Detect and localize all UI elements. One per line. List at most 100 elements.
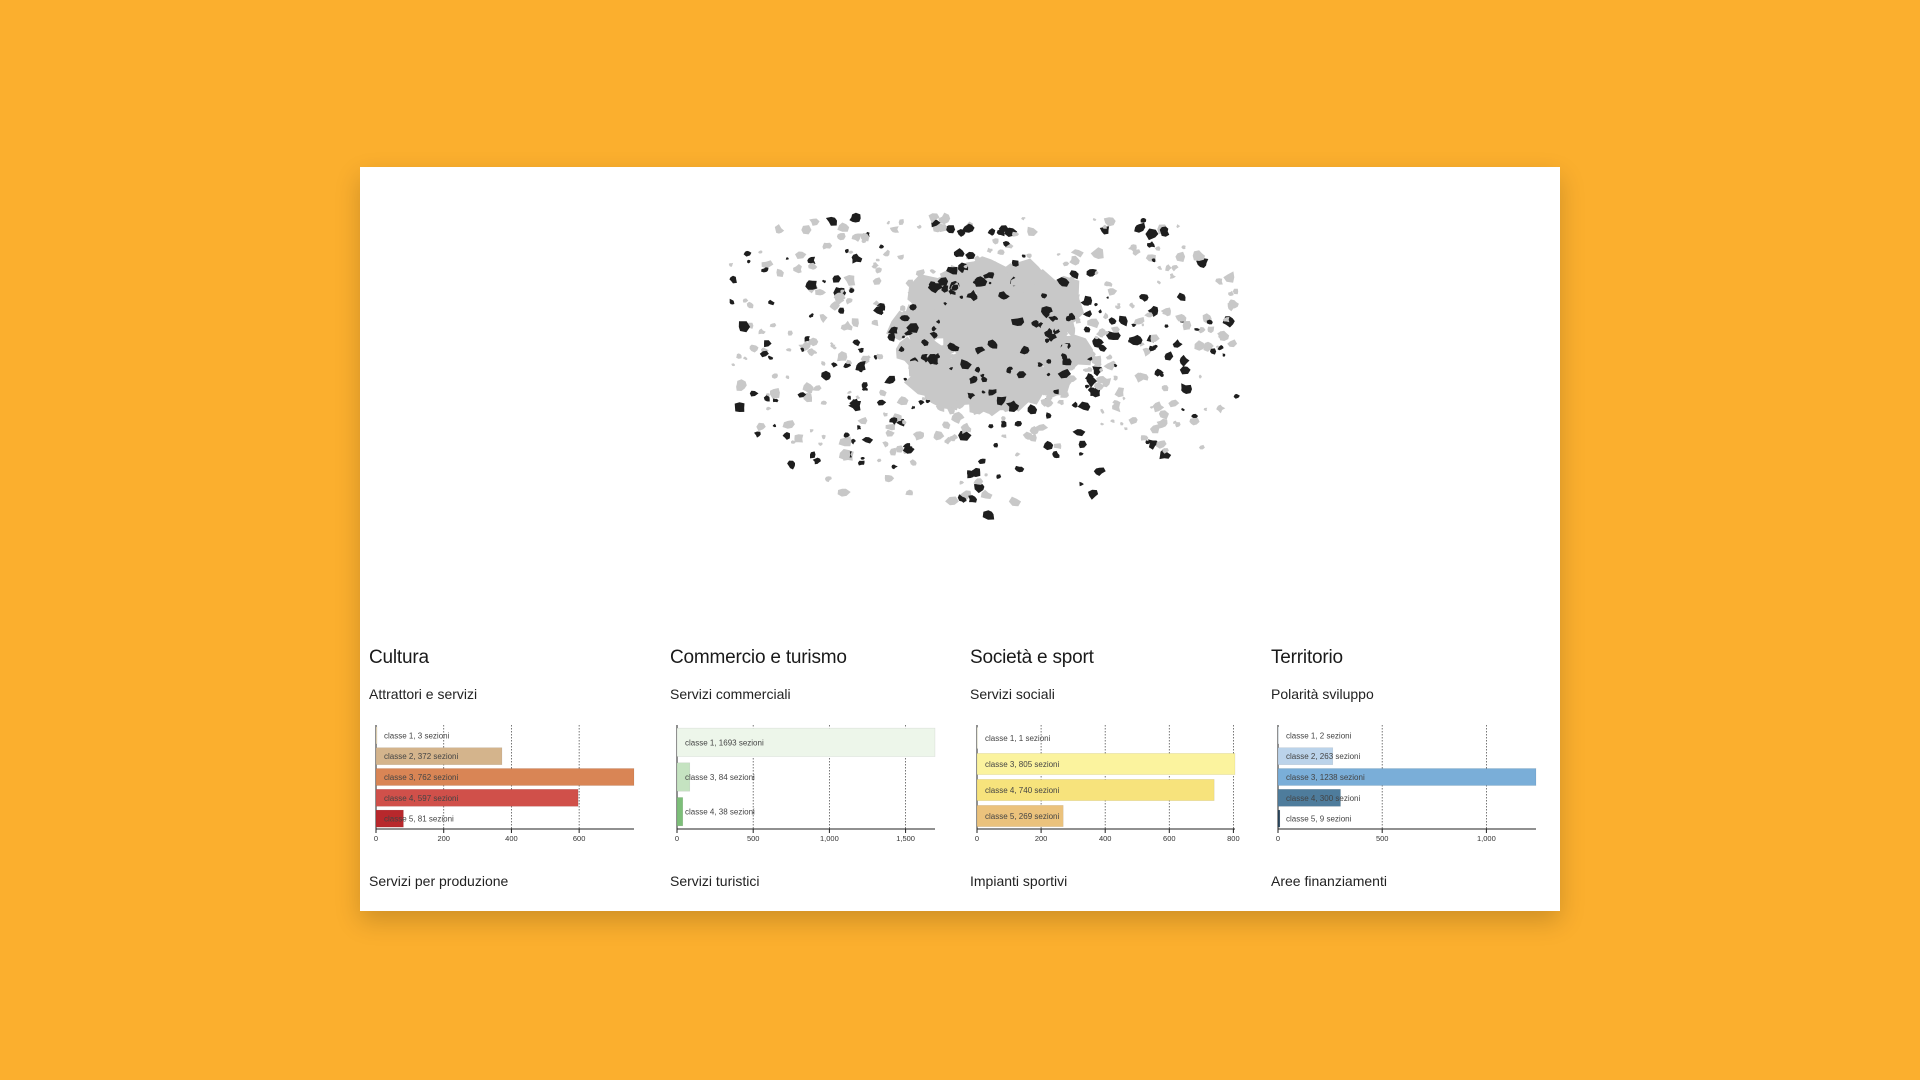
map-area bbox=[967, 392, 976, 400]
map-area bbox=[879, 244, 885, 249]
map-area bbox=[1140, 218, 1147, 223]
bar-classe-4[interactable] bbox=[375, 789, 579, 807]
map-area bbox=[1134, 222, 1146, 233]
map-area bbox=[1026, 253, 1032, 259]
bar-classe-4[interactable] bbox=[1277, 789, 1341, 807]
x-tick-label: 500 bbox=[747, 834, 760, 843]
map-area bbox=[976, 290, 986, 298]
bar-label: classe 3, 1238 sezioni bbox=[1286, 773, 1365, 782]
x-tick-label: 1,000 bbox=[820, 834, 839, 843]
map-area bbox=[1082, 310, 1092, 318]
bar-classe-5[interactable] bbox=[375, 809, 404, 828]
map-area bbox=[1155, 440, 1167, 449]
map-area bbox=[797, 392, 807, 398]
bar-classe-1[interactable] bbox=[676, 727, 936, 757]
map-area bbox=[1078, 452, 1084, 456]
bar-classe-2[interactable] bbox=[375, 747, 503, 765]
map-area bbox=[889, 226, 899, 233]
tab-servizi-sociali[interactable]: Servizi sociali bbox=[970, 686, 1055, 702]
map-area bbox=[791, 440, 796, 444]
bar-classe-1[interactable] bbox=[1277, 726, 1280, 745]
map-area bbox=[829, 301, 840, 311]
tab-servizi-commerciali[interactable]: Servizi commerciali bbox=[670, 686, 791, 702]
bar-classe-3[interactable] bbox=[375, 768, 635, 786]
map-area bbox=[1037, 322, 1044, 329]
map-area bbox=[764, 340, 772, 348]
bar-classe-5[interactable] bbox=[1277, 809, 1281, 828]
tab-servizi-turistici[interactable]: Servizi turistici bbox=[670, 873, 760, 889]
map-area bbox=[1068, 375, 1077, 383]
map-area bbox=[980, 373, 985, 378]
bar-classe-3[interactable] bbox=[1277, 768, 1537, 786]
x-tick-label: 800 bbox=[1227, 834, 1240, 843]
map-area bbox=[988, 281, 992, 285]
map-area bbox=[770, 388, 780, 399]
bar-classe-2[interactable] bbox=[1277, 747, 1334, 765]
tab-polarita-sviluppo[interactable]: Polarità sviluppo bbox=[1271, 686, 1374, 702]
map-area bbox=[849, 212, 861, 223]
map-area bbox=[1158, 410, 1169, 420]
map-area bbox=[825, 476, 832, 483]
map-area bbox=[1003, 386, 1014, 395]
tab-impianti-sportivi[interactable]: Impianti sportivi bbox=[970, 873, 1068, 889]
map-area bbox=[999, 372, 1011, 384]
map-area bbox=[821, 370, 831, 381]
map-area bbox=[915, 269, 925, 277]
map-area bbox=[1103, 361, 1115, 371]
map-area bbox=[936, 319, 940, 324]
map-area bbox=[996, 396, 1007, 406]
map-area bbox=[761, 267, 769, 273]
map-area bbox=[848, 250, 854, 254]
map-area bbox=[1154, 246, 1161, 251]
map-area bbox=[988, 354, 1001, 367]
map-area bbox=[820, 400, 827, 405]
map-area bbox=[838, 436, 852, 447]
bar-classe-4[interactable] bbox=[976, 779, 1215, 801]
x-tick-label: 1,000 bbox=[1477, 834, 1496, 843]
bar-classe-4[interactable] bbox=[676, 797, 684, 827]
map-area bbox=[832, 275, 842, 283]
map-area bbox=[1132, 249, 1141, 256]
map-area bbox=[938, 212, 951, 225]
map-area bbox=[984, 328, 1020, 366]
bar-chart-territorio[interactable]: 0 500 1,000 classe 1, 2 sezioni classe 2, 26… bbox=[1271, 717, 1541, 867]
bar-chart-cultura[interactable]: 0 200 400 600 classe 1, 3 sezioni classe 2, 3… bbox=[369, 717, 639, 867]
map-area bbox=[808, 262, 818, 270]
tab-aree-finanziamenti[interactable]: Aree finanziamenti bbox=[1271, 873, 1387, 889]
map-area bbox=[1062, 358, 1072, 366]
bar-chart-societa[interactable]: 0 200 400 600 800 classe 1, 1 sezioni classe 3… bbox=[970, 717, 1240, 867]
x-tick-label: 600 bbox=[573, 834, 586, 843]
map-area bbox=[1169, 273, 1176, 279]
map-area bbox=[911, 309, 922, 317]
map-area bbox=[969, 402, 980, 411]
tab-attrattori-e-servizi[interactable]: Attrattori e servizi bbox=[369, 686, 478, 702]
map-area bbox=[1118, 315, 1128, 327]
region-map[interactable] bbox=[660, 187, 1260, 607]
map-area bbox=[837, 222, 850, 232]
map-area bbox=[1069, 270, 1079, 280]
map-area bbox=[1060, 353, 1068, 360]
bar-classe-3[interactable] bbox=[976, 753, 1236, 775]
bar-classe-5[interactable] bbox=[976, 805, 1064, 827]
map-area bbox=[1147, 305, 1159, 317]
bar-chart-commercio[interactable]: 0 500 1,000 1,500 classe 1, 1693 sezioni clas… bbox=[670, 717, 940, 867]
tab-servizi-per-produzione[interactable]: Servizi per produzione bbox=[369, 873, 509, 889]
bar-label: classe 5, 81 sezioni bbox=[384, 815, 454, 824]
panel-title: Territorio bbox=[1271, 647, 1343, 668]
map-area bbox=[768, 299, 775, 306]
bar-label: classe 2, 263 sezioni bbox=[1286, 752, 1360, 761]
bar-classe-1[interactable] bbox=[375, 726, 378, 745]
map-area bbox=[980, 489, 993, 499]
map-area bbox=[902, 443, 911, 450]
map-area bbox=[1006, 272, 1010, 277]
map-area bbox=[1058, 326, 1068, 334]
map-area bbox=[903, 306, 927, 331]
bar-classe-3[interactable] bbox=[676, 762, 691, 792]
map-area bbox=[929, 331, 938, 339]
map-area bbox=[728, 262, 734, 267]
map-area bbox=[837, 351, 848, 362]
map-area bbox=[1031, 320, 1039, 328]
map-area bbox=[819, 314, 828, 323]
map-area bbox=[736, 353, 742, 359]
bar-classe-1[interactable] bbox=[976, 727, 979, 749]
